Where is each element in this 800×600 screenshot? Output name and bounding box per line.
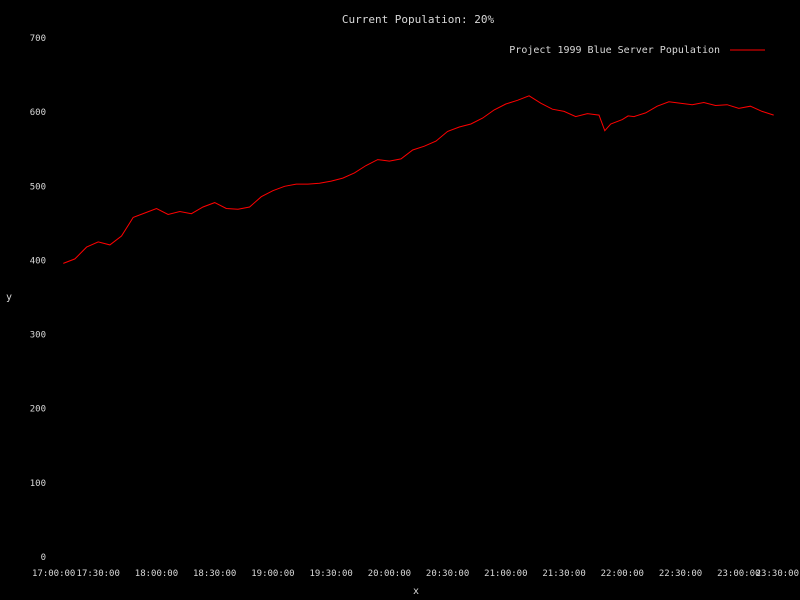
y-tick-label: 0 [41, 553, 46, 563]
x-axis-label: x [413, 586, 419, 597]
y-tick-label: 500 [30, 182, 46, 192]
y-axis-label: y [6, 292, 12, 303]
legend: Project 1999 Blue Server Population [509, 45, 765, 56]
x-tick-label: 18:30:00 [193, 569, 236, 579]
x-tick-label: 19:30:00 [309, 569, 352, 579]
series-line [63, 95, 774, 264]
x-tick-label: 21:00:00 [484, 569, 527, 579]
x-tick-label: 20:00:00 [368, 569, 411, 579]
x-tick-label: 21:30:00 [542, 569, 585, 579]
y-axis-ticks: 0 100 200 300 400 500 600 700 [30, 34, 46, 563]
x-tick-label: 22:30:00 [659, 569, 702, 579]
series-layer [63, 95, 774, 264]
x-tick-label: 17:00:00 [32, 569, 75, 579]
y-tick-label: 600 [30, 108, 46, 118]
x-tick-label: 18:00:00 [135, 569, 178, 579]
x-tick-label: 23:00:00 [717, 569, 760, 579]
y-tick-label: 200 [30, 405, 46, 415]
x-tick-label: 19:00:00 [251, 569, 294, 579]
x-tick-label: 23:30:00 [756, 569, 799, 579]
chart-title: Current Population: 20% [342, 13, 495, 26]
y-tick-label: 400 [30, 256, 46, 266]
y-tick-label: 700 [30, 34, 46, 44]
y-tick-label: 100 [30, 479, 46, 489]
legend-label: Project 1999 Blue Server Population [509, 45, 720, 56]
x-axis-ticks: 17:00:00 17:30:00 18:00:00 18:30:00 19:00:00… [32, 569, 799, 579]
x-tick-label: 22:00:00 [601, 569, 644, 579]
x-tick-label: 17:30:00 [77, 569, 120, 579]
y-tick-label: 300 [30, 331, 46, 341]
x-tick-label: 20:30:00 [426, 569, 469, 579]
